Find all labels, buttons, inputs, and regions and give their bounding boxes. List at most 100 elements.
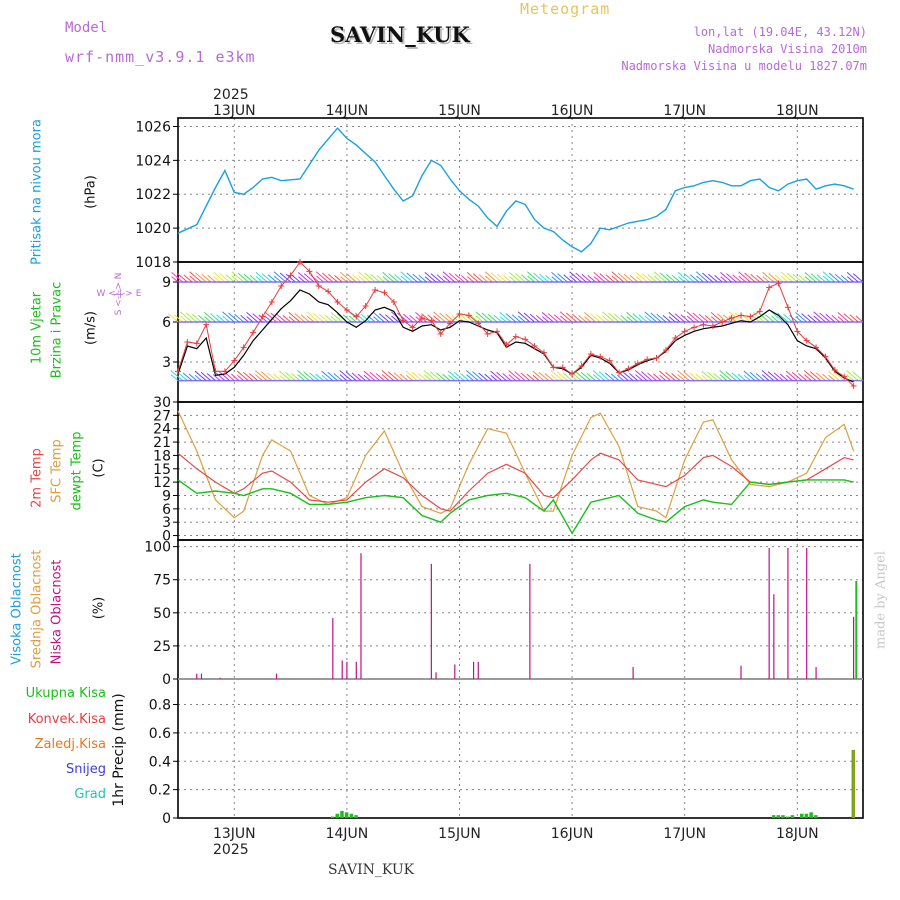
wind-barb <box>499 316 507 323</box>
station-title: SAVIN_KUK <box>330 22 470 47</box>
wind-gust-marker <box>550 364 557 371</box>
wind-barb <box>662 315 671 323</box>
wind-barb <box>372 312 385 323</box>
wind-barb <box>737 373 747 382</box>
y-tick-label: 12 <box>153 475 171 491</box>
wind-speed-line <box>177 289 854 383</box>
wind-barb <box>370 273 381 283</box>
wind-barb <box>809 371 822 382</box>
wind-barb <box>563 274 573 283</box>
x-tick-label-top: 16JUN <box>551 103 594 119</box>
wind-barb <box>508 272 521 283</box>
wind-barb <box>759 313 770 323</box>
wind-barb <box>300 314 310 323</box>
wind-barb <box>608 312 620 323</box>
wind-barb <box>598 371 610 382</box>
wind-barb <box>466 374 474 382</box>
wind-barb <box>478 274 488 283</box>
wind-gust-marker <box>503 341 510 348</box>
wind-barb <box>261 273 273 283</box>
wind-barb <box>496 273 507 283</box>
wind-gust-marker <box>193 340 200 347</box>
wind-barb <box>387 371 399 382</box>
wind-barb <box>707 371 718 382</box>
wind-barb <box>846 272 859 283</box>
wind-barb <box>592 370 606 382</box>
wind-barb <box>544 373 554 382</box>
wind-barb <box>189 271 202 283</box>
wind-barb <box>515 273 526 283</box>
wind-barb <box>779 373 789 382</box>
x-tick-label-bottom: 13JUN <box>213 826 256 842</box>
wind-barb <box>704 315 714 323</box>
wind-barb <box>837 316 845 323</box>
x-tick-label-top: 18JUN <box>776 103 819 119</box>
wind-barb <box>831 315 840 323</box>
wind-barb <box>683 273 695 283</box>
wind-gust-marker <box>587 351 594 357</box>
model-name: wrf-nmm_v3.9.1 e3km <box>65 48 256 66</box>
wind-barb <box>442 275 451 283</box>
y-tick-label: 1020 <box>135 221 171 237</box>
wind-barb <box>399 373 409 382</box>
wind-barb <box>520 372 531 382</box>
x-tick-label-bottom: 14JUN <box>326 826 369 842</box>
wind-barb <box>647 274 657 283</box>
precip-bar <box>804 813 809 818</box>
wind-barb <box>795 316 803 323</box>
wind-barb <box>222 311 235 323</box>
wind-gust-marker <box>784 304 791 311</box>
wind-barb <box>406 272 418 283</box>
wind-barb <box>849 314 859 323</box>
wind-barb <box>768 273 779 283</box>
wind-direction-barbs <box>167 271 864 382</box>
wind-barb <box>297 374 306 382</box>
wind-gust-marker <box>447 320 454 327</box>
wind-barb <box>442 373 451 382</box>
wind-barb <box>255 272 268 283</box>
wind-barb <box>783 313 793 323</box>
wind-barb <box>282 315 291 323</box>
wind-barb <box>744 272 756 283</box>
wind-barb <box>728 315 737 323</box>
wind-barb <box>532 374 540 382</box>
wind-gust-marker <box>381 289 388 296</box>
wind-barb <box>620 315 629 323</box>
wind-barb <box>447 370 460 382</box>
wind-barb <box>236 370 249 382</box>
wind-barb <box>216 314 226 323</box>
wind-barb <box>267 372 277 382</box>
wind-barb <box>738 275 747 283</box>
wind-gust-marker <box>569 371 576 377</box>
wind-barb <box>593 276 601 283</box>
wind-barb <box>581 273 592 283</box>
precip-bar <box>354 815 358 818</box>
wind-barb <box>303 273 315 283</box>
y-tick-label: 9 <box>162 488 171 504</box>
wind-barb <box>659 272 671 283</box>
wind-barb <box>198 315 207 323</box>
wind-barb <box>351 372 362 382</box>
x-tick-label-top: 17JUN <box>663 103 706 119</box>
wind-barb <box>568 373 578 382</box>
wind-barb <box>342 314 352 323</box>
wind-barb <box>170 370 184 382</box>
wind-barb <box>517 315 526 323</box>
wind-barb <box>315 373 324 382</box>
wind-barb <box>629 373 639 382</box>
wind-barb <box>677 272 690 283</box>
y-tick-label: 75 <box>153 573 171 589</box>
wind-barb <box>201 273 212 283</box>
wind-barb <box>698 313 709 323</box>
wind-barb <box>189 275 198 283</box>
wind-barb <box>303 371 315 382</box>
wind-barb <box>316 275 324 283</box>
wind-barb <box>493 315 503 323</box>
wind-barb <box>237 374 245 382</box>
wind-barb <box>357 373 366 382</box>
wind-barb <box>550 370 564 382</box>
wind-barb <box>586 373 596 382</box>
wind-barb <box>678 276 686 283</box>
wind-gust-marker <box>184 339 191 345</box>
y-tick-label: 0 <box>162 672 171 688</box>
